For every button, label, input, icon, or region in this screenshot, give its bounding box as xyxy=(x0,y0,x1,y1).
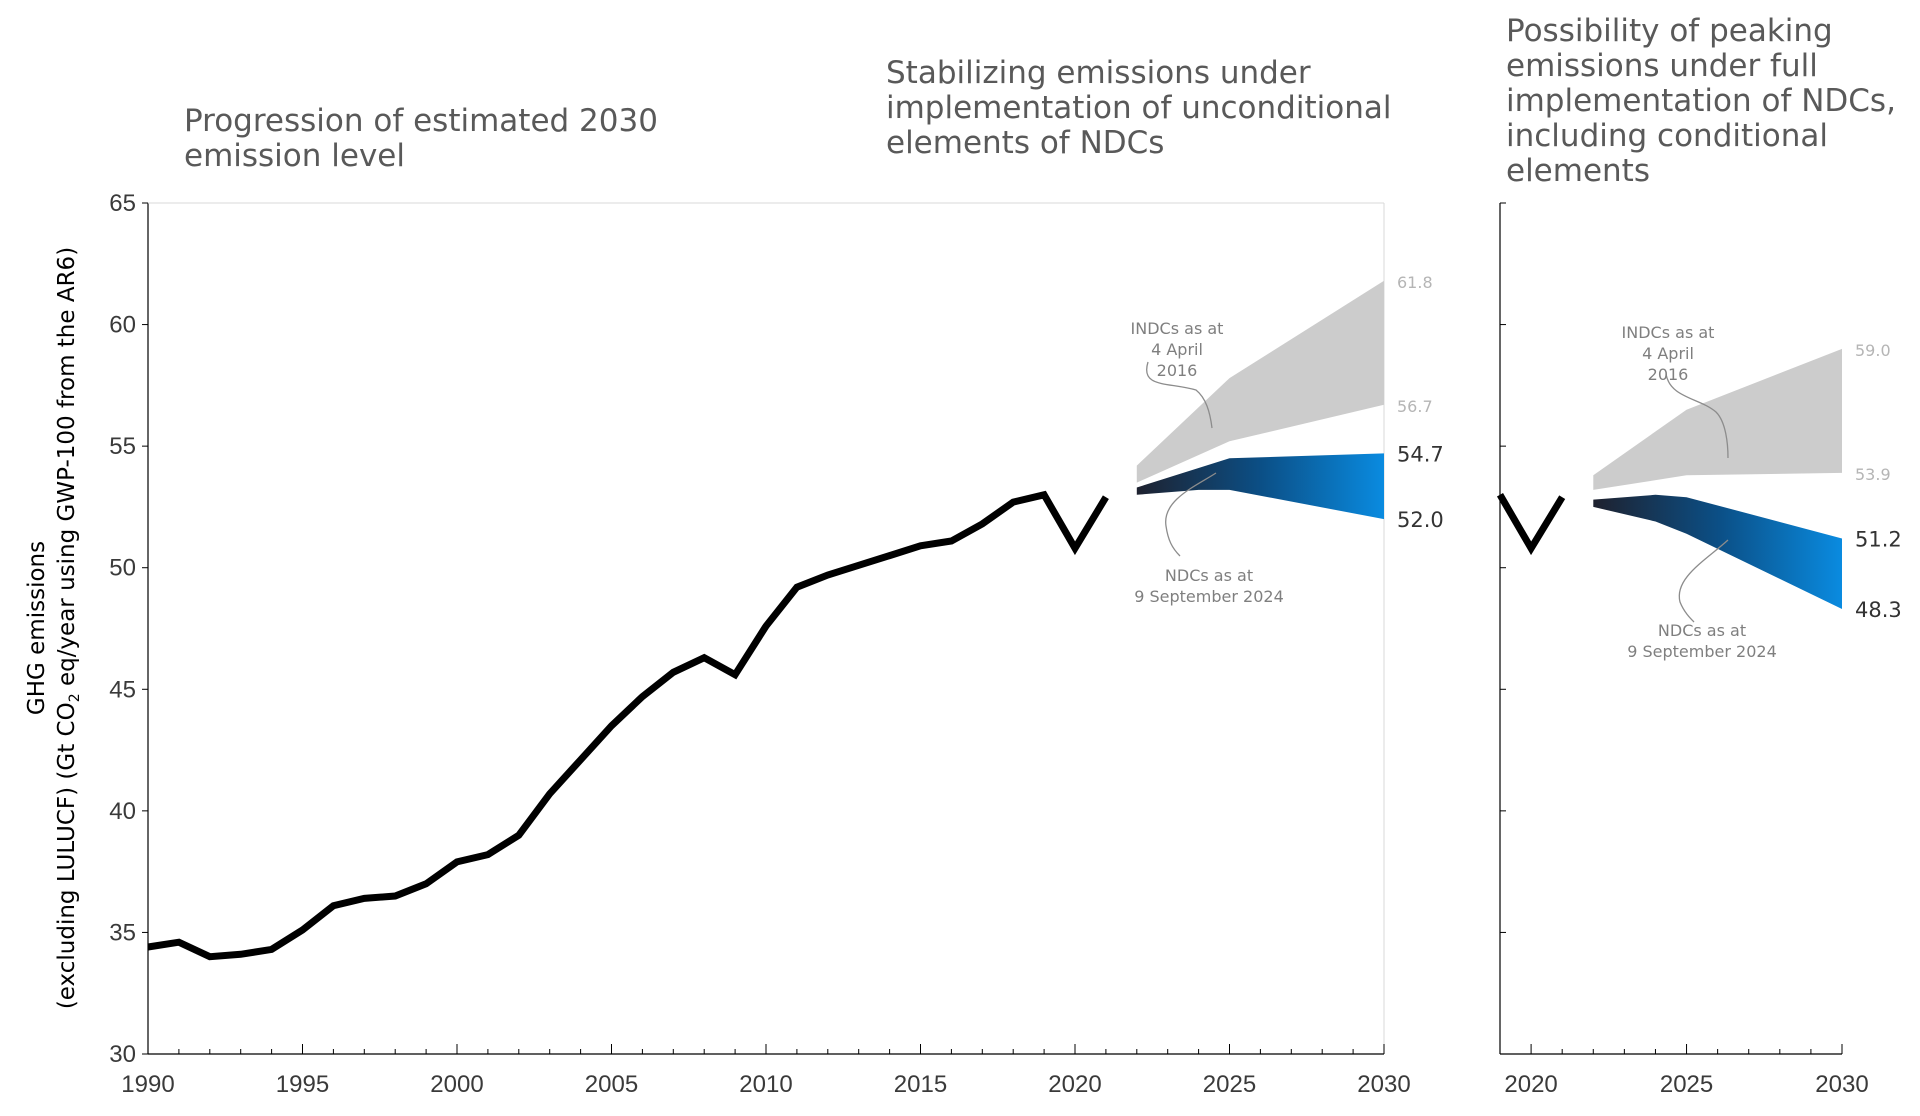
right-indc-high-label: 59.0 xyxy=(1855,341,1891,360)
right-historical-emissions-line xyxy=(1496,493,1566,556)
indc-annotation: INDCs as at 4 April 2016 xyxy=(1131,319,1224,380)
x-tick-label: 2015 xyxy=(894,1071,947,1098)
x-tick-label: 2010 xyxy=(739,1071,792,1098)
y-axis-title-line2: (excluding LULUCF) (Gt CO2 eq/year using… xyxy=(54,247,83,1009)
ndc-low-label: 52.0 xyxy=(1397,508,1444,532)
y-tick-label: 30 xyxy=(109,1041,136,1068)
x-tick-label: 2025 xyxy=(1203,1071,1256,1098)
x-tick-label: 2030 xyxy=(1357,1071,1410,1098)
right-indc-2016-band xyxy=(1593,348,1842,490)
right-panel-title: Possibility of peaking emissions under fu… xyxy=(1506,13,1896,189)
right-indc-low-label: 53.9 xyxy=(1855,465,1891,484)
x-tick-label: 2000 xyxy=(430,1071,483,1098)
x-tick-label: 1990 xyxy=(121,1071,174,1098)
right-ndc-annotation: NDCs as at 9 September 2024 xyxy=(1627,621,1777,661)
main-panel-title: Progression of estimated 2030 emission le… xyxy=(184,103,658,174)
y-tick-label: 50 xyxy=(109,555,136,582)
y-tick-label: 55 xyxy=(109,433,136,460)
indc-low-label: 56.7 xyxy=(1397,397,1433,416)
x-tick-label: 2020 xyxy=(1048,1071,1101,1098)
right-indc-annotation: INDCs as at 4 April 2016 xyxy=(1622,323,1715,384)
y-axis-title: GHG emissions(excluding LULUCF) (Gt CO2 … xyxy=(24,247,83,1009)
y-tick-label: 45 xyxy=(109,676,136,703)
y-axis-title-line1: GHG emissions xyxy=(24,541,50,715)
ndc-2024-band xyxy=(1136,453,1384,520)
x-tick-label: 2005 xyxy=(585,1071,638,1098)
right-x-tick-label: 2020 xyxy=(1504,1071,1557,1098)
y-tick-label: 65 xyxy=(109,190,136,217)
projection-panel-title: Stabilizing emissions under implementatio… xyxy=(886,55,1391,161)
indc-leader-line xyxy=(1145,361,1213,429)
right-ndc-2024-band xyxy=(1593,494,1842,609)
ndc-annotation: NDCs as at 9 September 2024 xyxy=(1134,566,1284,606)
y-tick-label: 35 xyxy=(109,919,136,946)
y-tick-label: 60 xyxy=(109,312,136,339)
x-tick-label: 1995 xyxy=(276,1071,329,1098)
right-ndc-leader-line xyxy=(1678,539,1729,623)
y-tick-label: 40 xyxy=(109,798,136,825)
historical-emissions-line xyxy=(147,490,1109,961)
ndc-leader-line xyxy=(1165,472,1217,557)
right-ndc-high-label: 51.2 xyxy=(1855,528,1902,552)
right-ndc-low-label: 48.3 xyxy=(1855,598,1902,622)
indc-high-label: 61.8 xyxy=(1397,273,1433,292)
ndc-high-label: 54.7 xyxy=(1397,442,1444,466)
right-indc-leader-line xyxy=(1665,373,1729,459)
indc-2016-band xyxy=(1136,280,1384,483)
right-x-tick-label: 2025 xyxy=(1660,1071,1713,1098)
right-x-tick-label: 2030 xyxy=(1815,1071,1868,1098)
